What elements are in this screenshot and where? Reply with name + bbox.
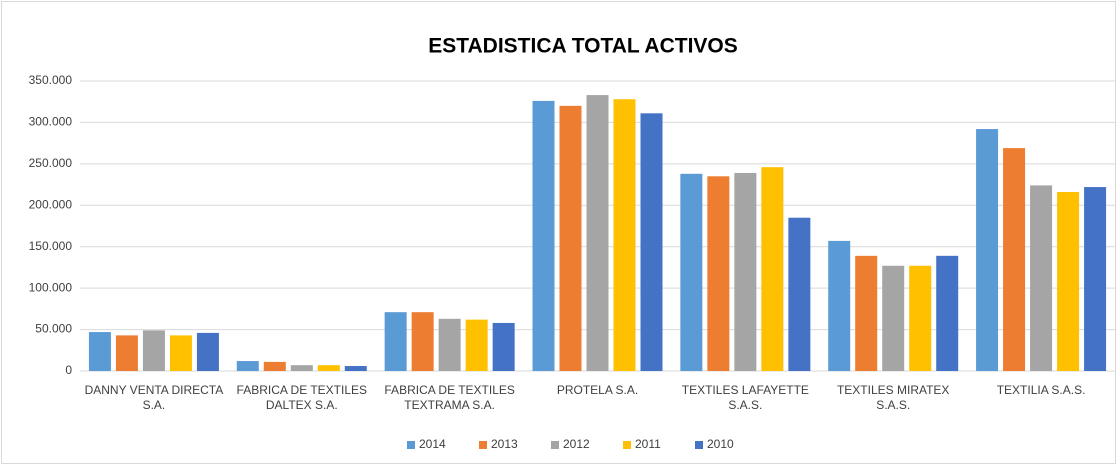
bar xyxy=(680,173,703,371)
bar xyxy=(1030,185,1053,371)
bar xyxy=(169,335,192,371)
bar xyxy=(788,217,811,371)
bar xyxy=(384,312,407,371)
y-tick-label: 50.000 xyxy=(35,322,72,336)
bar xyxy=(828,240,851,371)
legend-label: 2014 xyxy=(419,437,446,451)
y-tick-label: 200.000 xyxy=(29,197,73,211)
bar xyxy=(855,255,878,371)
bar xyxy=(532,100,555,371)
bar xyxy=(88,332,111,371)
y-tick-label: 0 xyxy=(65,363,72,377)
y-tick-label: 100.000 xyxy=(29,280,73,294)
bar xyxy=(438,318,461,371)
bar xyxy=(586,95,609,371)
bar xyxy=(1003,148,1026,371)
chart-title: ESTADISTICA TOTAL ACTIVOS xyxy=(428,35,738,58)
legend-label: 2012 xyxy=(563,437,590,451)
legend-swatch xyxy=(623,441,631,449)
x-tick-label: TEXTILES LAFAYETTE S.A.S. xyxy=(681,383,809,412)
bar xyxy=(559,105,582,371)
y-tick-label: 300.000 xyxy=(29,115,73,129)
bar xyxy=(196,332,219,371)
bar xyxy=(465,319,488,371)
bar xyxy=(142,330,165,371)
legend-swatch xyxy=(695,441,703,449)
legend-swatch xyxy=(551,441,559,449)
bar xyxy=(707,176,730,371)
bar xyxy=(115,335,138,371)
x-tick-label: FABRICA DE TEXTILES TEXTRAMA S.A. xyxy=(384,383,515,412)
legend-swatch xyxy=(407,441,415,449)
x-tick-label: FABRICA DE TEXTILES DALTEX S.A. xyxy=(236,383,368,412)
bar xyxy=(1084,187,1107,371)
bar xyxy=(344,366,367,371)
x-tick-label: DANNY VENTA DIRECTA S.A. xyxy=(84,383,224,412)
bar xyxy=(411,312,434,371)
bar xyxy=(882,265,905,371)
bar xyxy=(936,255,959,371)
bar xyxy=(976,129,999,371)
x-tick-label: TEXTILES MIRATEX S.A.S. xyxy=(836,383,950,412)
bar xyxy=(317,365,340,371)
legend-swatch xyxy=(479,441,487,449)
y-tick-label: 350.000 xyxy=(29,73,73,87)
bar xyxy=(734,172,757,371)
y-tick-label: 150.000 xyxy=(29,239,73,253)
x-tick-label: PROTELA S.A. xyxy=(556,383,639,397)
bar xyxy=(236,361,259,371)
bar xyxy=(290,365,313,371)
bar xyxy=(492,322,515,371)
legend-label: 2013 xyxy=(491,437,518,451)
bar xyxy=(263,361,286,371)
x-tick-label: TEXTILIA S.A.S. xyxy=(996,383,1086,397)
y-tick-label: 250.000 xyxy=(29,156,73,170)
legend-label: 2010 xyxy=(707,437,734,451)
bar xyxy=(640,113,663,372)
legend-label: 2011 xyxy=(635,437,661,451)
bar xyxy=(761,167,784,371)
bar xyxy=(909,265,932,371)
bar xyxy=(613,99,636,371)
bar xyxy=(1057,192,1080,371)
